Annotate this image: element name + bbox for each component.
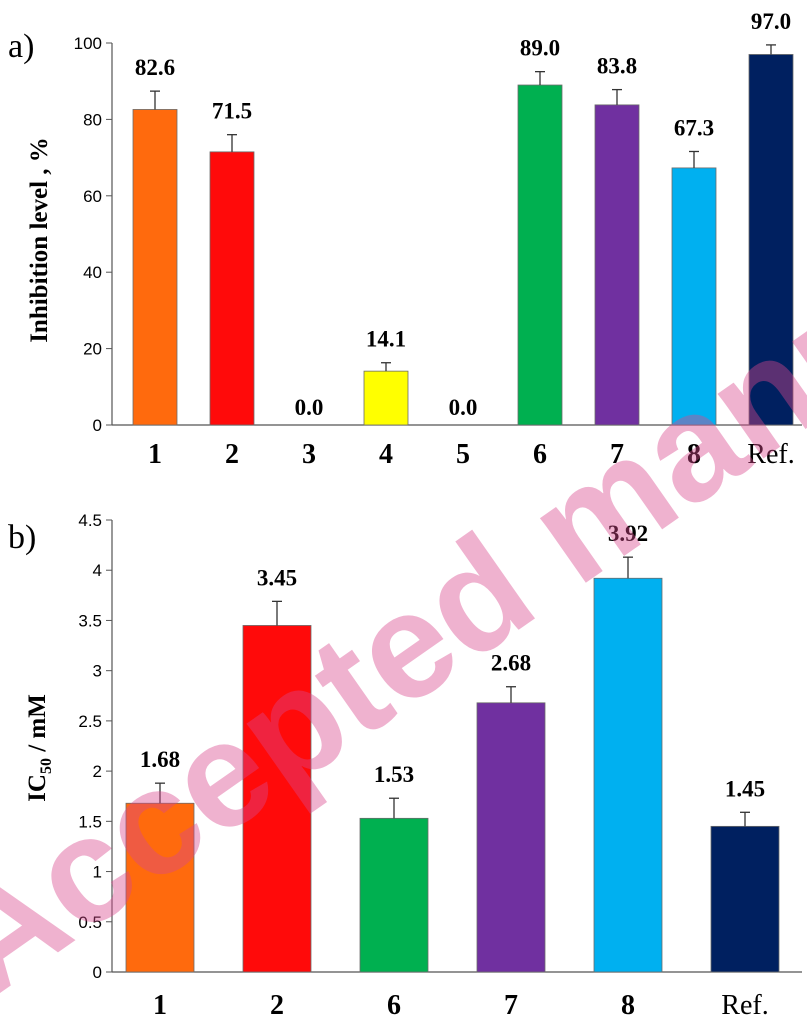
x-tick-label: Ref. (747, 439, 794, 470)
x-tick-label: 7 (610, 439, 624, 470)
y-tick-label: 3.5 (78, 611, 102, 630)
x-tick-label: 1 (153, 990, 167, 1021)
y-tick-label: 80 (83, 110, 102, 129)
panel-b-label: b) (8, 519, 36, 556)
data-label: 14.1 (366, 327, 406, 352)
x-tick-label: 4 (379, 439, 393, 470)
data-label: 1.53 (374, 762, 414, 787)
y-tick-label: 60 (83, 187, 102, 206)
x-tick-label: 5 (456, 439, 470, 470)
data-label: 89.0 (520, 36, 560, 61)
y-tick-label: 4.5 (78, 511, 102, 530)
panel-b-value-labels: 1.68 3.45 1.53 2.68 3.92 1.45 (140, 521, 765, 801)
bar (710, 825, 780, 973)
panel-a-label: a) (8, 28, 34, 65)
bar (359, 817, 429, 973)
y-tick-label: 0 (93, 416, 102, 435)
bar (209, 151, 255, 426)
panel-a-y-axis-label: Inhibition level , % (26, 137, 53, 343)
y-tick-label: 2.5 (78, 712, 102, 731)
panel-a-inhibition-chart: a) Inhibition level , % 82.6 71.5 0.0 14.1 0… (8, 9, 802, 470)
panel-b-y-tick-labels: 0 0.5 1 1.5 2 2.5 3 3.5 4 4.5 (78, 511, 112, 982)
y-tick-label: 100 (74, 34, 102, 53)
panel-b-bars (125, 577, 780, 973)
data-label: 2.68 (491, 651, 531, 676)
data-label: 0.0 (295, 395, 324, 420)
panel-b-y-axis-label: IC50 / mM (24, 694, 55, 802)
x-tick-label: 6 (533, 439, 547, 470)
panel-a-value-labels: 82.6 71.5 0.0 14.1 0.0 89.0 83.8 67.3 97.0 (135, 9, 791, 420)
panel-b-axes (111, 520, 802, 973)
data-label: 1.45 (725, 776, 765, 801)
data-label: 83.8 (597, 54, 637, 79)
y-tick-label: 20 (83, 340, 102, 359)
bar (242, 625, 312, 973)
panel-b-x-tick-labels: 1 2 6 7 8 Ref. (153, 990, 769, 1021)
x-tick-label: 6 (387, 990, 401, 1021)
panel-a-error-bars (150, 44, 776, 372)
y-tick-label: 2 (93, 762, 102, 781)
bar (125, 802, 195, 973)
data-label: 82.6 (135, 55, 175, 80)
x-tick-label: 7 (504, 990, 518, 1021)
panel-a-x-tick-labels: 1 2 3 4 5 6 7 8 Ref. (148, 439, 795, 470)
y-tick-label: 4 (93, 561, 102, 580)
bar (363, 370, 409, 426)
y-tick-label: 0 (93, 963, 102, 982)
panel-a-y-tick-labels: 0 20 40 60 80 100 (74, 34, 112, 435)
data-label: 71.5 (212, 99, 252, 124)
y-tick-label: 1 (93, 863, 102, 882)
data-label: 1.68 (140, 747, 180, 772)
x-tick-label: 1 (148, 439, 162, 470)
bar (594, 104, 640, 426)
panel-a-bars (132, 54, 794, 426)
bar (132, 109, 178, 426)
bar (593, 577, 663, 973)
panel-b-error-bars (155, 556, 750, 827)
data-label: 3.92 (608, 521, 648, 546)
bar (517, 84, 563, 426)
x-tick-label: 8 (621, 990, 635, 1021)
x-tick-label: 8 (687, 439, 701, 470)
data-label: 67.3 (674, 115, 714, 140)
x-tick-label: 2 (225, 439, 239, 470)
data-label: 97.0 (751, 9, 791, 34)
x-tick-label: Ref. (721, 990, 768, 1021)
y-tick-label: 3 (93, 662, 102, 681)
data-label: 3.45 (257, 565, 297, 590)
x-tick-label: 2 (270, 990, 284, 1021)
x-tick-label: 3 (302, 439, 316, 470)
bar (476, 702, 546, 973)
y-tick-label: 0.5 (78, 913, 102, 932)
y-tick-label: 40 (83, 263, 102, 282)
y-tick-label: 1.5 (78, 812, 102, 831)
data-label: 0.0 (449, 395, 478, 420)
